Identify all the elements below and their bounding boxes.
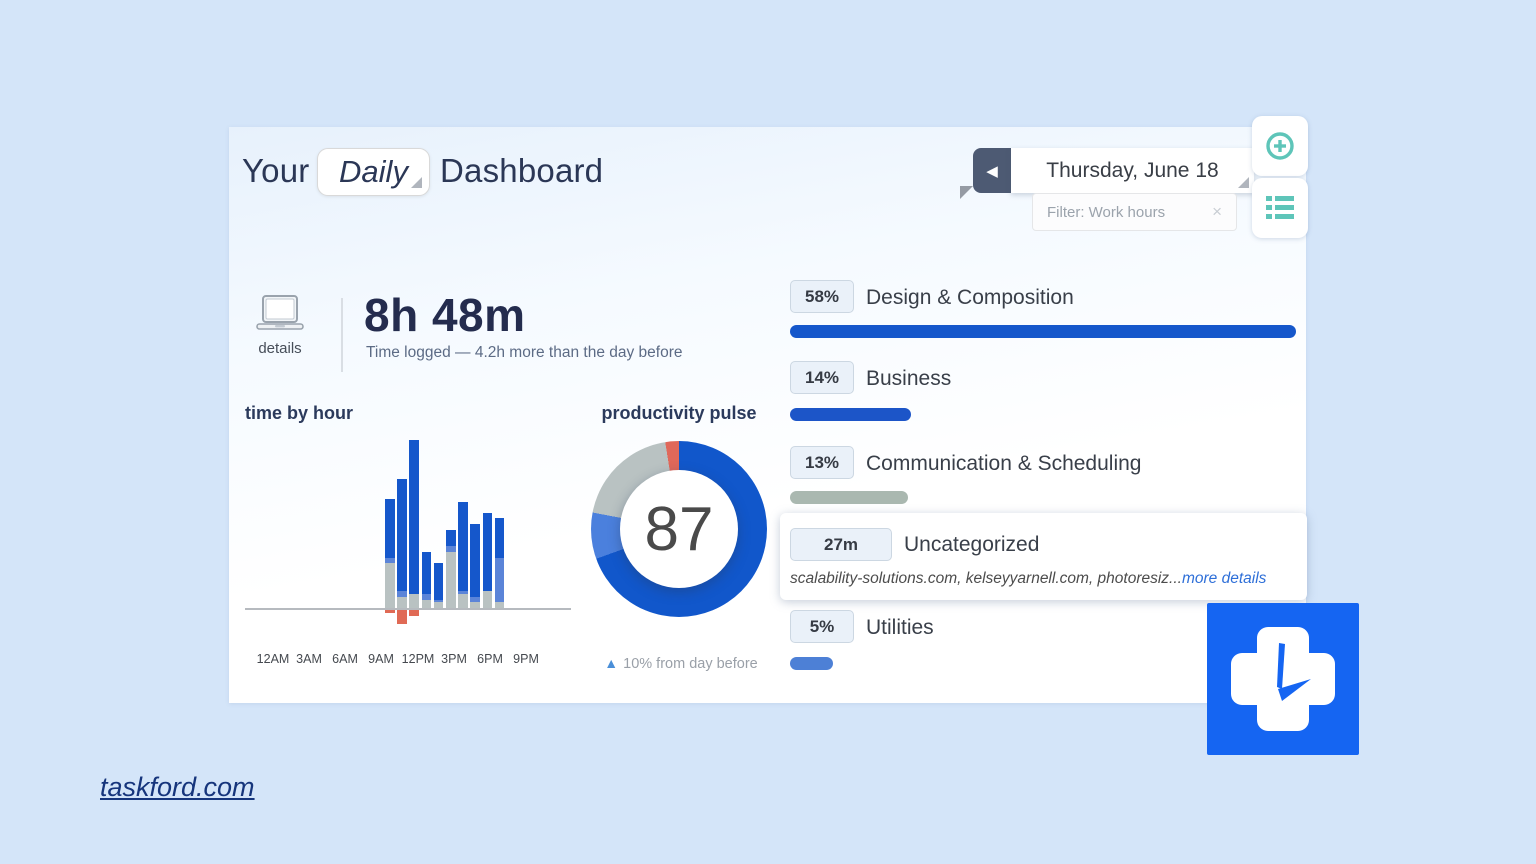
uncategorized-domains: scalability-solutions.com, kelseyyarnell… xyxy=(790,570,1300,588)
domains-text: scalability-solutions.com, kelseyyarnell… xyxy=(790,570,1182,587)
category-badge: 14% xyxy=(790,361,854,394)
bar-segment-very-productive xyxy=(385,498,395,558)
add-button[interactable] xyxy=(1252,116,1308,176)
filter-chip: Filter: Work hours × xyxy=(1032,193,1237,231)
bar-segment-productive xyxy=(470,596,480,603)
category-badge: 13% xyxy=(790,446,854,479)
x-tick-label: 12PM xyxy=(401,652,435,666)
x-axis xyxy=(245,608,571,610)
bar-segment-productive xyxy=(385,557,395,564)
bar-segment-neutral xyxy=(397,596,407,608)
bar-segment-neutral xyxy=(385,563,395,608)
time-logged-value: 8h 48m xyxy=(364,289,526,341)
time-by-hour-chart: 12AM 3AM 6AM 9AM 12PM 3PM 6PM 9PM xyxy=(245,430,575,685)
app-logo xyxy=(1207,603,1359,755)
filter-label: Filter: Work hours xyxy=(1047,203,1166,221)
bar-segment-productive xyxy=(446,546,456,552)
plus-circle-icon xyxy=(1266,132,1294,160)
hour-chart-title: time by hour xyxy=(245,403,354,423)
bar-segment-neutral xyxy=(446,552,456,608)
productivity-pulse-donut: 87 xyxy=(591,441,767,617)
x-tick-label: 3PM xyxy=(441,652,467,666)
bar-segment-productive xyxy=(458,591,468,594)
date-picker[interactable]: Thursday, June 18 xyxy=(1011,148,1254,193)
category-label: Utilities xyxy=(866,616,934,639)
watermark-link[interactable]: taskford.com xyxy=(100,772,255,802)
category-badge: 5% xyxy=(790,610,854,643)
clock-cross-icon xyxy=(1231,627,1335,731)
period-dropdown[interactable]: Daily xyxy=(317,148,430,196)
category-bar xyxy=(790,325,1296,338)
bar-segment-very-productive xyxy=(433,563,444,600)
bar-segment-distracting xyxy=(397,610,407,624)
category-bar xyxy=(790,657,833,670)
bar-segment-neutral xyxy=(482,591,493,608)
bar-segment-productive xyxy=(421,594,432,600)
category-label: Design & Composition xyxy=(866,286,1074,309)
details-link[interactable]: details xyxy=(258,340,302,357)
x-tick-label: 9PM xyxy=(513,652,539,666)
bar-segment-very-productive xyxy=(446,529,456,547)
bar-segment-productive xyxy=(433,599,444,603)
bar-segment-neutral xyxy=(409,594,419,608)
chevron-down-icon xyxy=(411,177,422,188)
bar-segment-distracting xyxy=(385,610,395,613)
category-badge: 58% xyxy=(790,280,854,313)
date-label: Thursday, June 18 xyxy=(1046,158,1219,182)
category-label: Business xyxy=(866,367,952,390)
category-bar xyxy=(790,408,911,421)
category-badge: 27m xyxy=(790,528,892,561)
bar-segment-productive xyxy=(494,557,505,603)
pulse-chart-title: productivity pulse xyxy=(601,403,757,423)
bar-segment-distracting xyxy=(409,610,419,616)
list-view-button[interactable] xyxy=(1252,178,1308,238)
bar-segment-very-productive xyxy=(482,512,493,592)
category-label: Communication & Scheduling xyxy=(866,452,1142,475)
period-value: Daily xyxy=(339,154,408,189)
x-tick-label: 12AM xyxy=(256,652,290,666)
bar-segment-very-productive xyxy=(458,501,468,592)
category-label: Uncategorized xyxy=(904,533,1040,556)
pulse-note-text: 10% from day before xyxy=(623,656,758,672)
x-tick-label: 6AM xyxy=(332,652,358,666)
donut-center: 87 xyxy=(620,470,738,588)
bar-segment-productive xyxy=(397,591,407,597)
bar-segment-neutral xyxy=(421,599,432,608)
bar-segment-very-productive xyxy=(421,552,432,594)
bar-segment-very-productive xyxy=(470,524,480,597)
bar-segment-neutral xyxy=(433,602,444,608)
x-tick-label: 9AM xyxy=(368,652,394,666)
title-prefix: Your xyxy=(242,152,310,189)
bar-segment-neutral xyxy=(458,594,468,608)
title-suffix: Dashboard xyxy=(440,152,604,189)
up-arrow-icon: ▲ xyxy=(604,655,619,671)
divider xyxy=(341,298,343,372)
back-arrow-icon: ◀ xyxy=(986,162,998,180)
uncategorized-card[interactable]: 27m Uncategorized scalability-solutions.co… xyxy=(780,513,1307,600)
more-details-link[interactable]: more details xyxy=(1181,570,1267,587)
x-tick-label: 3AM xyxy=(296,652,322,666)
bar-segment-very-productive xyxy=(397,479,407,592)
bar-segment-neutral xyxy=(470,602,480,608)
time-logged-comparison: Time logged — 4.2h more than the day bef… xyxy=(366,344,683,361)
nav-notch-decoration xyxy=(960,186,973,199)
previous-day-button[interactable]: ◀ xyxy=(973,148,1011,193)
bar-segment-neutral xyxy=(494,602,505,608)
pulse-comparison: ▲ 10% from day before xyxy=(576,655,786,672)
laptop-icon xyxy=(256,295,304,330)
pulse-score: 87 xyxy=(644,494,714,564)
bar-segment-very-productive xyxy=(409,440,419,594)
chevron-down-icon xyxy=(1238,177,1249,188)
list-icon xyxy=(1266,196,1294,219)
bar-segment-very-productive xyxy=(494,518,505,558)
close-icon[interactable]: × xyxy=(1212,202,1222,221)
category-bar xyxy=(790,491,908,504)
x-tick-label: 6PM xyxy=(477,652,503,666)
